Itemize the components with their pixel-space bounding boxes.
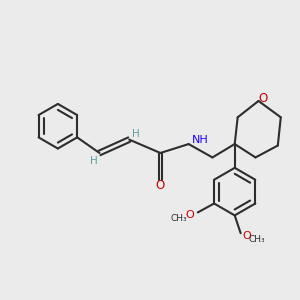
Text: O: O (185, 210, 194, 220)
Text: CH₃: CH₃ (170, 214, 187, 224)
Text: O: O (156, 178, 165, 192)
Text: H: H (90, 156, 98, 166)
Text: O: O (243, 231, 252, 241)
Text: H: H (132, 129, 140, 139)
Text: O: O (258, 92, 268, 105)
Text: NH: NH (192, 135, 208, 145)
Text: CH₃: CH₃ (249, 235, 265, 244)
